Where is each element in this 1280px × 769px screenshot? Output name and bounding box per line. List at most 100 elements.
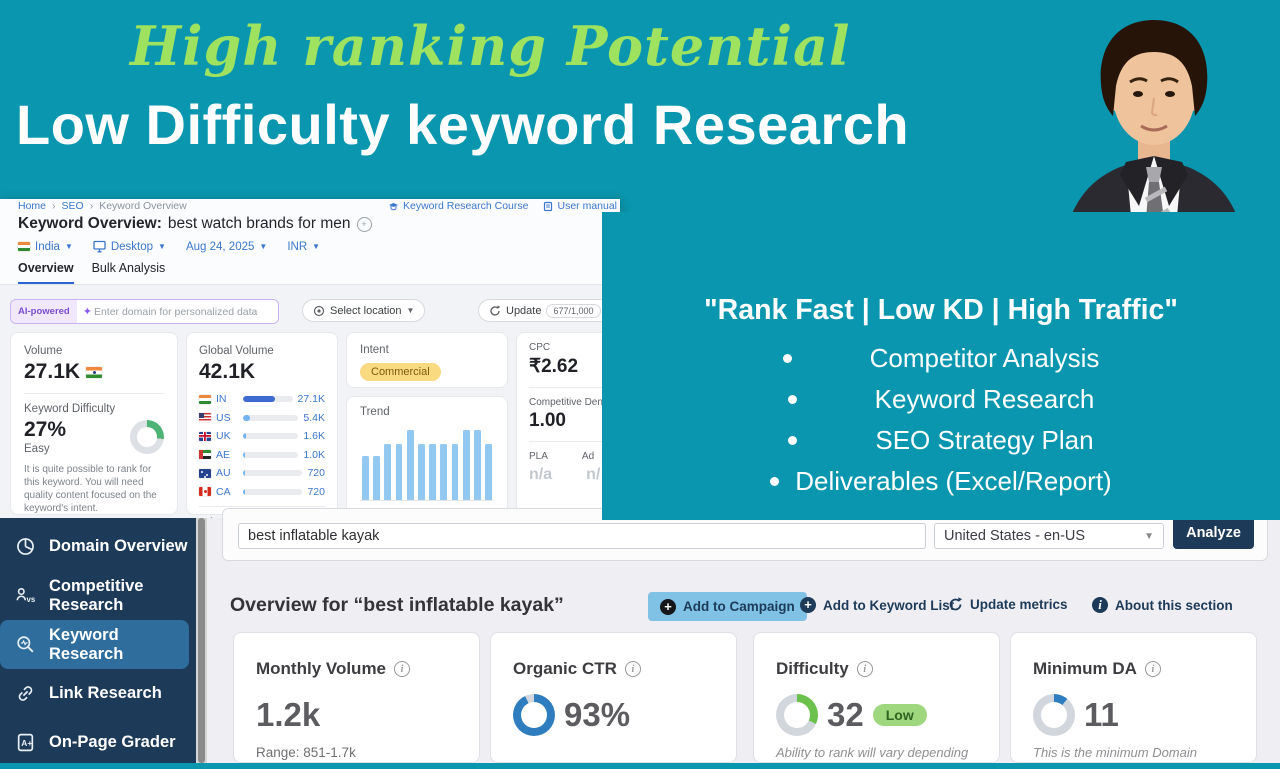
global-volume-card: Global Volume 42.1K IN 27.1K US 5.4K UK 1.6…: [186, 332, 338, 518]
global-volume-label: Global Volume: [199, 345, 274, 357]
ai-powered-badge: AI-powered: [11, 300, 77, 323]
global-volume-value: 42.1K: [199, 360, 256, 383]
domain-input[interactable]: [91, 300, 278, 323]
update-quota-badge: 677/1,000: [546, 303, 601, 318]
volume-card: Volume 27.1K Keyword Difficulty 27% Easy…: [10, 332, 178, 515]
user-manual-link[interactable]: User manual: [543, 200, 617, 212]
chevron-down-icon: ▼: [1144, 530, 1154, 542]
sidebar-item-domain-overview[interactable]: Domain Overview: [0, 522, 196, 571]
update-button[interactable]: Update 677/1,000: [478, 299, 612, 322]
locale-select[interactable]: United States - en-US ▼: [934, 523, 1164, 549]
ca-flag-icon: [199, 487, 211, 496]
about-section-button[interactable]: i About this section: [1092, 597, 1233, 613]
book-icon: [544, 201, 553, 211]
volume-value: 27.1K: [24, 360, 81, 383]
competitive-density-value: 1.00: [529, 410, 566, 431]
scrollbar[interactable]: [196, 518, 207, 763]
monthly-volume-value: 1.2k: [256, 696, 321, 733]
volume-bar: [243, 470, 303, 476]
info-icon[interactable]: i: [856, 661, 873, 677]
info-icon[interactable]: i: [1144, 661, 1161, 677]
tab-bulk-analysis[interactable]: Bulk Analysis: [91, 261, 166, 275]
keyword-research-course-link[interactable]: Keyword Research Course: [388, 200, 528, 212]
monthly-volume-card: Monthly Volume i 1.2k Range: 851-1.7k: [233, 632, 480, 763]
add-to-keyword-list-button[interactable]: + Add to Keyword List: [800, 597, 954, 613]
keyword-search-input[interactable]: [238, 523, 926, 549]
overview-section-title: Overview for “best inflatable kayak”: [230, 594, 564, 616]
keyword-info-icon[interactable]: +: [356, 216, 372, 232]
bullet-icon: [770, 477, 780, 486]
device-filter[interactable]: Desktop ▼: [93, 240, 166, 253]
cpc-value: ₹2.62: [529, 356, 579, 377]
ae-flag-icon: [199, 450, 211, 459]
currency-filter[interactable]: INR ▼: [287, 240, 321, 253]
services-list: Competitor Analysis Keyword Research SEO…: [602, 338, 1280, 502]
link-chain-icon: [14, 683, 36, 705]
sparkle-icon: ✦: [82, 306, 92, 318]
banner-tagline: High ranking Potential: [130, 14, 851, 78]
breadcrumb-seo-link[interactable]: SEO: [61, 200, 84, 212]
tabs-divider: [0, 284, 620, 285]
date-filter[interactable]: Aug 24, 2025 ▼: [185, 240, 268, 253]
volume-bar: [243, 396, 293, 402]
organic-ctr-value: 93%: [564, 696, 631, 733]
pla-value: n/a: [529, 466, 553, 483]
tab-overview[interactable]: Overview: [18, 261, 74, 285]
chevron-down-icon: ▼: [259, 242, 268, 251]
sidebar-item-competitive-research[interactable]: vs Competitive Research: [0, 571, 196, 620]
refresh-icon: [949, 597, 963, 611]
bullet-icon: [788, 436, 798, 445]
filter-bar: India ▼ Desktop ▼ Aug 24, 2025 ▼ INR ▼: [18, 240, 320, 253]
minimum-da-donut-chart: [1033, 694, 1075, 736]
country-row: IN 27.1K: [199, 393, 325, 405]
title-keyword: best watch brands for men: [167, 215, 351, 232]
difficulty-note: Ability to rank will vary depending on y…: [776, 745, 969, 762]
volume-bar: [243, 451, 299, 458]
svg-text:vs: vs: [26, 595, 35, 604]
info-circle-icon: i: [1092, 597, 1108, 613]
grade-document-icon: A+: [14, 732, 36, 754]
kd-label: Keyword Difficulty: [24, 403, 116, 415]
kd-donut-chart: [130, 419, 164, 454]
country-row: CA 720: [199, 486, 325, 498]
add-to-campaign-button[interactable]: + Add to Campaign: [648, 592, 807, 621]
volume-bar: [243, 433, 299, 439]
minimum-da-card: Minimum DA i 11 This is the minimum Domai…: [1010, 632, 1257, 763]
info-icon[interactable]: i: [394, 661, 411, 677]
intent-label: Intent: [360, 344, 389, 356]
analyze-button[interactable]: Analyze: [1173, 516, 1254, 549]
difficulty-low-badge: Low: [872, 704, 927, 726]
breadcrumb-separator: ›: [89, 200, 94, 212]
update-metrics-button[interactable]: Update metrics: [948, 597, 1068, 612]
select-location-button[interactable]: Select location ▼: [302, 299, 426, 322]
breadcrumb-home-link[interactable]: Home: [18, 200, 47, 212]
country-filter[interactable]: India ▼: [18, 241, 73, 253]
scrollbar-thumb[interactable]: [198, 518, 205, 763]
refresh-icon: [490, 304, 501, 316]
volume-label: Volume: [24, 345, 63, 357]
location-icon: [313, 305, 325, 316]
sidebar-item-link-research[interactable]: Link Research: [0, 669, 196, 718]
minimum-da-note: This is the minimum Domain Authority for: [1033, 745, 1197, 762]
plus-circle-icon: +: [660, 598, 676, 615]
difficulty-value: 32: [827, 696, 864, 733]
breadcrumb-current: Keyword Overview: [99, 200, 187, 212]
keyword-overview-title: Keyword Overview: best watch brands for …: [18, 215, 372, 233]
sidebar-item-on-page-grader[interactable]: A+ On-Page Grader: [0, 718, 196, 767]
keyword-search-bar: United States - en-US ▼ Analyze: [222, 508, 1268, 561]
semrush-panel: Home › SEO › Keyword Overview Keyword Re…: [0, 199, 620, 518]
title-label: Keyword Overview:: [18, 215, 162, 232]
service-item: Competitor Analysis: [602, 338, 1280, 379]
intent-badge: Commercial: [360, 363, 441, 381]
service-item: Deliverables (Excel/Report): [602, 461, 1280, 502]
bullet-icon: [782, 354, 792, 363]
chevron-down-icon: ▼: [406, 306, 415, 315]
competitive-density-label: Competitive Density: [529, 397, 618, 408]
in-flag-icon: [199, 394, 211, 404]
sidebar-item-keyword-research[interactable]: Keyword Research: [0, 620, 189, 669]
info-icon[interactable]: i: [624, 661, 641, 677]
country-row: US 5.4K: [199, 412, 325, 424]
magnifier-icon: [14, 634, 36, 656]
chevron-down-icon: ▼: [64, 242, 73, 251]
